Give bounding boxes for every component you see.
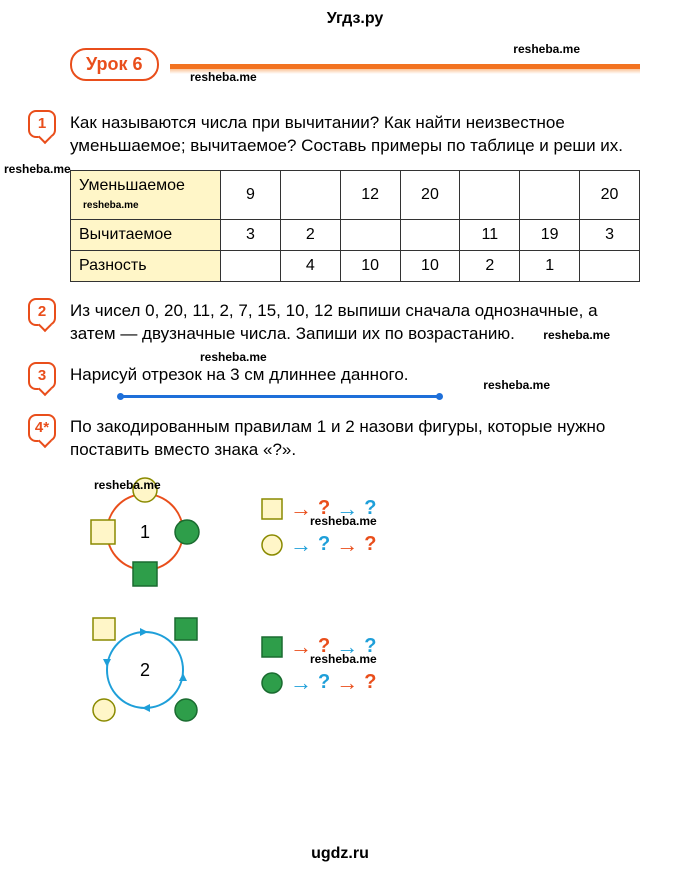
task-4: 4* По закодированным правилам 1 и 2 назо… — [70, 416, 640, 730]
arrow-red-icon: → — [336, 670, 358, 696]
diagram-row-2: 2 → ? → ? resheba.me → ? → ? — [70, 610, 640, 730]
cell — [460, 170, 520, 219]
watermark: resheba.me — [200, 350, 267, 364]
chain-group-2: → ? → ? resheba.me → ? → ? — [260, 634, 376, 706]
task-number-badge: 3 — [28, 362, 56, 390]
cell: 1 — [520, 250, 580, 281]
task-number-badge: 1 — [28, 110, 56, 138]
lesson-header: Урок 6 resheba.me resheba.me — [70, 48, 640, 88]
watermark: resheba.me — [543, 328, 610, 342]
task-number-badge: 2 — [28, 298, 56, 326]
cell: 2 — [280, 219, 340, 250]
circle-yellow-icon — [260, 533, 284, 557]
arrow-red-icon: → — [290, 496, 312, 522]
diagram-area: 1 → ? → ? resheba.me → ? → ? — [70, 472, 640, 730]
cell: 12 — [340, 170, 400, 219]
cell — [221, 250, 281, 281]
cell: 20 — [400, 170, 460, 219]
task-number-badge: 4* — [28, 414, 56, 442]
circle-green-icon — [260, 671, 284, 695]
diagram-label: 2 — [140, 660, 150, 680]
watermark: resheba.me — [310, 652, 377, 666]
watermark: resheba.me — [4, 162, 71, 176]
question-mark: ? — [318, 671, 330, 694]
question-mark: ? — [364, 533, 376, 556]
cell: 2 — [460, 250, 520, 281]
cell: 10 — [400, 250, 460, 281]
cell: 3 — [580, 219, 640, 250]
page-header: Угдз.ру — [70, 10, 640, 28]
circle-diagram-2: 2 — [70, 610, 220, 730]
square-green-icon — [260, 635, 284, 659]
cell — [520, 170, 580, 219]
arrow-red-icon: → — [336, 532, 358, 558]
cell: 10 — [340, 250, 400, 281]
arrow-blue-icon: → — [290, 670, 312, 696]
cell: 4 — [280, 250, 340, 281]
watermark: resheba.me — [190, 70, 257, 84]
watermark: resheba.me — [310, 514, 377, 528]
chain-line: → ? → ? resheba.me — [260, 634, 376, 660]
cell: 9 — [221, 170, 281, 219]
question-mark: ? — [318, 533, 330, 556]
row-header: Разность — [71, 250, 221, 281]
cell — [280, 170, 340, 219]
task-3: 3 Нарисуй отрезок на 3 см длиннее данног… — [70, 364, 640, 398]
cell: 3 — [221, 219, 281, 250]
task-text: По закодированным правилам 1 и 2 назови … — [70, 416, 640, 462]
row-header: Уменьшаемое resheba.me — [71, 170, 221, 219]
cell: 19 — [520, 219, 580, 250]
watermark: resheba.me — [483, 378, 550, 392]
chain-line: → ? → ? resheba.me — [260, 496, 376, 522]
task-text: Как называются числа при вычитании? Как … — [70, 112, 640, 158]
chain-line: → ? → ? — [260, 532, 376, 558]
cell — [400, 219, 460, 250]
lesson-badge: Урок 6 — [70, 48, 159, 81]
watermark: resheba.me — [83, 200, 139, 211]
task-1: 1 Как называются числа при вычитании? Ка… — [70, 112, 640, 282]
task-text: Нарисуй отрезок на 3 см длиннее данного. — [70, 364, 640, 387]
question-mark: ? — [364, 671, 376, 694]
task-2: 2 Из чисел 0, 20, 11, 2, 7, 15, 10, 12 в… — [70, 300, 640, 346]
cell: 20 — [580, 170, 640, 219]
row-header: Вычитаемое — [71, 219, 221, 250]
circle-svg-2: 2 — [70, 610, 220, 730]
cell: 11 — [460, 219, 520, 250]
watermark: resheba.me — [513, 42, 580, 56]
line-segment — [120, 395, 440, 398]
row-label: Уменьшаемое — [79, 177, 185, 194]
page-footer: ugdz.ru — [0, 845, 680, 863]
chain-group-1: → ? → ? resheba.me → ? → ? — [260, 496, 376, 568]
cell — [340, 219, 400, 250]
diagram-label: 1 — [140, 522, 150, 542]
subtraction-table: Уменьшаемое resheba.me 9 12 20 20 Вычита… — [70, 170, 640, 282]
table-row: Вычитаемое 3 2 11 19 3 — [71, 219, 640, 250]
cell — [580, 250, 640, 281]
table-row: Разность 4 10 10 2 1 — [71, 250, 640, 281]
table-row: Уменьшаемое resheba.me 9 12 20 20 — [71, 170, 640, 219]
arrow-red-icon: → — [290, 634, 312, 660]
arrow-blue-icon: → — [290, 532, 312, 558]
square-yellow-icon — [260, 497, 284, 521]
chain-line: → ? → ? — [260, 670, 376, 696]
watermark: resheba.me — [94, 478, 161, 492]
